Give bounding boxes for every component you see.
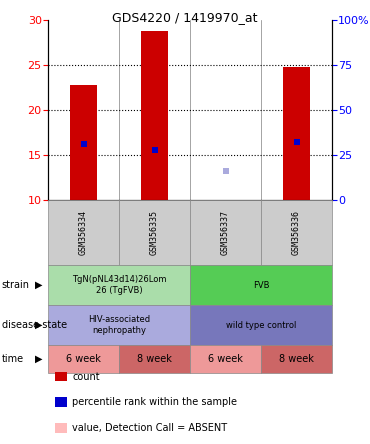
Text: 6 week: 6 week	[66, 354, 101, 364]
Text: disease state: disease state	[2, 320, 67, 330]
Text: HIV-associated
nephropathy: HIV-associated nephropathy	[88, 315, 150, 335]
Text: time: time	[2, 354, 24, 364]
Text: count: count	[72, 372, 100, 381]
Text: 8 week: 8 week	[137, 354, 172, 364]
Text: wild type control: wild type control	[226, 321, 296, 329]
Text: percentile rank within the sample: percentile rank within the sample	[72, 397, 237, 407]
Text: FVB: FVB	[253, 281, 269, 289]
Text: ▶: ▶	[35, 280, 43, 290]
Text: 8 week: 8 week	[279, 354, 314, 364]
Text: GDS4220 / 1419970_at: GDS4220 / 1419970_at	[112, 11, 258, 24]
Bar	[212, 199, 239, 200]
Text: GSM356336: GSM356336	[292, 210, 301, 255]
Text: GSM356335: GSM356335	[150, 210, 159, 255]
Bar	[70, 85, 97, 200]
Text: GSM356334: GSM356334	[79, 210, 88, 255]
Bar	[283, 67, 310, 200]
Text: 6 week: 6 week	[208, 354, 243, 364]
Bar	[141, 31, 168, 200]
Text: strain: strain	[2, 280, 30, 290]
Text: ▶: ▶	[35, 354, 43, 364]
Text: GSM356337: GSM356337	[221, 210, 230, 255]
Text: TgN(pNL43d14)26Lom
26 (TgFVB): TgN(pNL43d14)26Lom 26 (TgFVB)	[72, 275, 166, 295]
Text: value, Detection Call = ABSENT: value, Detection Call = ABSENT	[72, 423, 227, 433]
Text: ▶: ▶	[35, 320, 43, 330]
